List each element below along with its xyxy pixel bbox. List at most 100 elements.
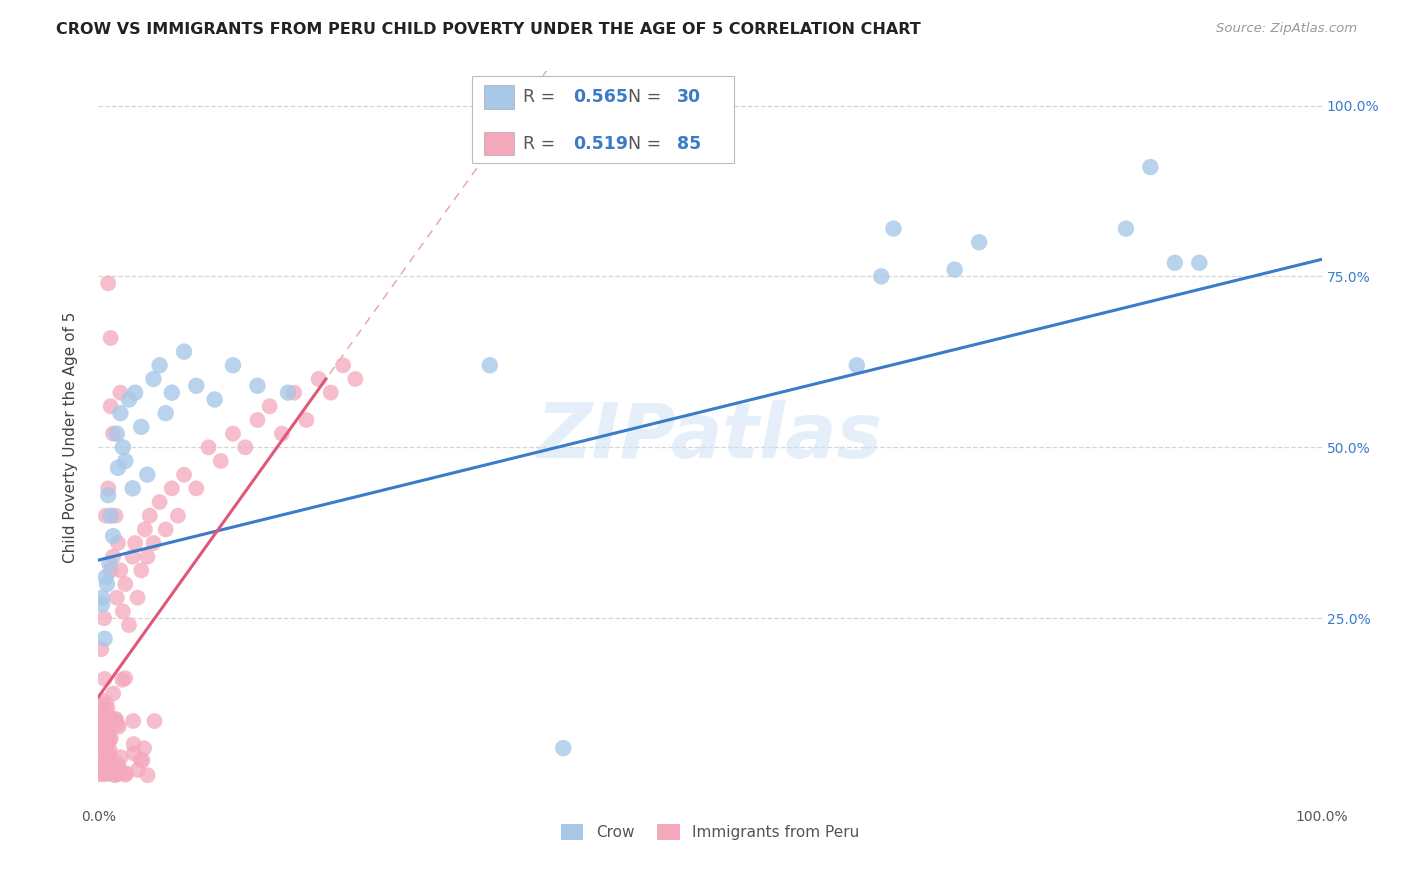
Point [186,481,208,495]
Point [91,711,114,725]
Point [101,426,124,441]
Point [97,277,120,291]
Point [97,736,120,750]
Point [246,379,269,393]
Point [319,385,342,400]
Point [107,460,129,475]
Point [98,761,121,775]
Point [111,440,134,454]
Point [98,557,121,571]
Point [173,467,195,482]
Text: N =: N = [628,135,666,153]
Point [91,767,114,781]
Point [122,714,145,728]
Point [94,508,117,523]
Point [149,359,172,373]
Point [110,385,132,400]
Point [91,714,114,728]
Point [167,508,190,523]
Point [89,705,111,719]
Point [100,400,122,414]
Point [104,762,127,776]
Point [101,549,124,564]
Point [104,712,127,726]
Point [883,221,905,235]
Point [173,344,195,359]
Point [127,591,149,605]
Point [129,420,152,434]
Point [114,454,136,468]
Point [134,522,156,536]
Point [96,742,118,756]
Point [332,359,354,373]
Point [131,753,153,767]
Text: Source: ZipAtlas.com: Source: ZipAtlas.com [1216,22,1357,36]
Point [91,591,114,605]
Point [89,767,111,781]
Point [94,739,117,754]
Point [98,743,121,757]
Point [136,768,159,782]
Text: ZIPatlas: ZIPatlas [537,401,883,474]
Point [96,748,118,763]
Point [93,728,115,742]
Point [96,702,118,716]
Point [98,731,121,745]
Point [122,747,145,761]
Point [943,262,966,277]
Text: 85: 85 [678,135,702,153]
Point [233,440,256,454]
Point [100,563,122,577]
Point [107,764,129,778]
Point [94,570,117,584]
Point [89,762,111,776]
Point [155,406,177,420]
Point [93,759,115,773]
Point [105,717,128,731]
Point [111,604,134,618]
Point [103,686,125,700]
Text: 0.519: 0.519 [574,135,628,153]
Point [246,413,269,427]
Point [186,379,208,393]
Point [110,406,132,420]
Point [97,749,120,764]
Point [91,764,114,778]
Point [967,235,990,250]
FancyBboxPatch shape [471,77,734,163]
Point [103,762,125,776]
Point [129,753,152,767]
Point [100,712,122,726]
Point [96,762,118,776]
Point [222,426,245,441]
Text: R =: R = [523,88,561,106]
Point [107,720,129,734]
Point [87,725,110,739]
Point [129,563,152,577]
Point [90,747,112,762]
Point [553,741,575,756]
Point [478,359,501,373]
Point [93,632,115,646]
Point [277,385,299,400]
Point [105,426,128,441]
Point [89,697,111,711]
Point [105,591,128,605]
Point [845,359,868,373]
Point [96,748,118,763]
Point [344,372,367,386]
Point [90,642,112,657]
Point [97,755,120,769]
Point [100,331,122,345]
Point [155,522,177,536]
Point [100,508,122,523]
Point [295,413,318,427]
Bar [484,132,515,155]
Point [114,671,136,685]
Point [283,385,305,400]
Text: CROW VS IMMIGRANTS FROM PERU CHILD POVERTY UNDER THE AGE OF 5 CORRELATION CHART: CROW VS IMMIGRANTS FROM PERU CHILD POVER… [56,22,921,37]
Point [97,488,120,502]
Point [98,749,121,764]
Point [97,766,120,780]
Point [108,764,131,778]
